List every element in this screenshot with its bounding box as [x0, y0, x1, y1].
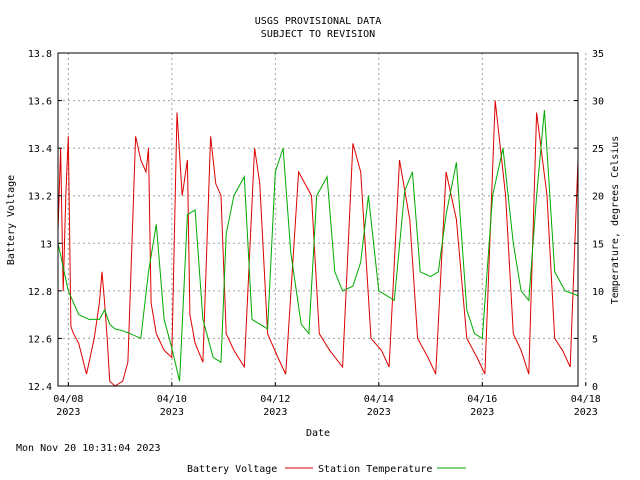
timestamp: Mon Nov 20 10:31:04 2023: [16, 443, 161, 454]
x-tick-year: 2023: [160, 407, 184, 418]
y-tick-label: 13.2: [28, 192, 52, 203]
series-line-station-temperature: [57, 110, 579, 382]
y-tick-label: 12.6: [28, 334, 52, 345]
x-tick-year: 2023: [367, 407, 391, 418]
y2-tick-label: 20: [592, 192, 604, 203]
y-tick-label: 13.8: [28, 49, 52, 60]
y-axis-label: Battery Voltage: [6, 175, 17, 265]
legend-label-station-temperature: Station Temperature: [318, 464, 432, 475]
y2-tick-label: 5: [592, 334, 598, 345]
chart-subtitle: SUBJECT TO REVISION: [261, 29, 375, 40]
y-axis-right: 0 5 10 15 20 25 30 35: [574, 49, 604, 393]
y-axis-left: 12.4 12.6 12.8 13 13.2 13.4 13.6 13.8: [28, 49, 62, 393]
legend-label-battery-voltage: Battery Voltage: [187, 464, 277, 475]
x-tick-year: 2023: [263, 407, 287, 418]
x-tick-label: 04/10: [157, 394, 187, 405]
chart-title: USGS PROVISIONAL DATA: [255, 16, 381, 27]
y2-tick-label: 10: [592, 287, 604, 298]
y2-tick-label: 0: [592, 382, 598, 393]
y-tick-label: 13.6: [28, 97, 52, 108]
x-tick-label: 04/14: [364, 394, 394, 405]
grid-lines: [58, 53, 587, 386]
series-line-battery-voltage: [57, 100, 579, 387]
x-tick-label: 04/16: [467, 394, 497, 405]
y2-tick-label: 30: [592, 97, 604, 108]
series-layer: [57, 100, 579, 387]
x-tick-label: 04/08: [53, 394, 83, 405]
y2-tick-label: 25: [592, 144, 604, 155]
x-tick-year: 2023: [470, 407, 494, 418]
x-axis: 04/08 2023 04/10 2023 04/12 2023 04/14 2023 04/1…: [53, 382, 601, 418]
x-tick-year: 2023: [574, 407, 598, 418]
legend: Battery Voltage Station Temperature: [187, 464, 466, 475]
y2-axis-label: Temperature, degrees Celsius: [610, 136, 621, 305]
x-tick-year: 2023: [56, 407, 80, 418]
x-axis-label: Date: [306, 428, 330, 439]
y-tick-label: 13: [40, 239, 52, 250]
x-tick-label: 04/12: [260, 394, 290, 405]
plot-frame: [57, 52, 579, 387]
x-tick-label: 04/18: [571, 394, 601, 405]
y2-tick-label: 15: [592, 239, 604, 250]
y2-tick-label: 35: [592, 49, 604, 60]
y-tick-label: 12.8: [28, 287, 52, 298]
y-tick-label: 13.4: [28, 144, 52, 155]
y-tick-label: 12.4: [28, 382, 52, 393]
